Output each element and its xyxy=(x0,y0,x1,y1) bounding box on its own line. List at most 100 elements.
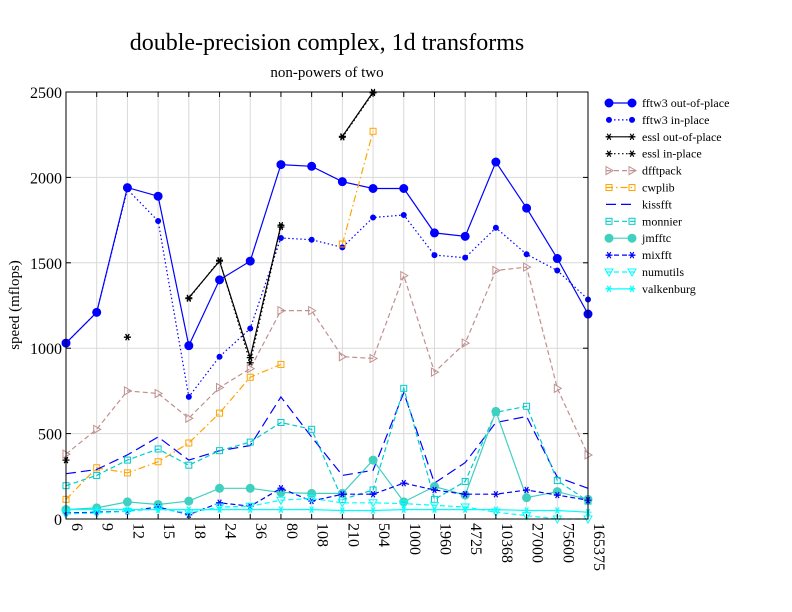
legend-label: essl out-of-place xyxy=(642,130,722,144)
data-point xyxy=(431,252,438,259)
y-tick-label: 0 xyxy=(54,512,62,529)
series-line xyxy=(65,390,589,489)
legend-swatch-marker xyxy=(628,133,636,141)
data-point xyxy=(523,402,531,410)
data-point xyxy=(338,507,346,514)
data-point xyxy=(492,506,500,513)
legend-entry: fftw3 out-of-place xyxy=(604,96,729,110)
data-point xyxy=(308,236,315,243)
data-point xyxy=(553,383,563,394)
data-point xyxy=(185,461,193,469)
data-point xyxy=(553,477,561,485)
legend-label: mixfft xyxy=(642,248,672,262)
data-point xyxy=(429,501,440,511)
data-point xyxy=(491,157,501,167)
legend-label: numutils xyxy=(642,265,684,279)
x-tick-label: 1000 xyxy=(406,523,423,555)
data-point xyxy=(400,270,409,281)
data-point xyxy=(523,486,531,494)
series-dfftpack xyxy=(62,262,594,460)
legend-entry: mixfft xyxy=(605,248,672,262)
data-point xyxy=(553,491,561,499)
legend-swatch-marker xyxy=(605,133,613,141)
data-point xyxy=(216,499,224,507)
legend-swatch-marker xyxy=(604,233,614,243)
data-point xyxy=(337,499,348,508)
series-line xyxy=(188,92,374,366)
legend-entry: valkenburg xyxy=(605,282,696,296)
data-point xyxy=(462,254,469,261)
data-point xyxy=(368,455,378,465)
data-point xyxy=(154,445,162,453)
series-line xyxy=(65,160,589,348)
plot-frame xyxy=(65,91,589,520)
legend-entry: essl in-place xyxy=(605,147,702,161)
legend-swatch-marker xyxy=(627,233,637,243)
x-tick-label: 4725 xyxy=(467,523,484,555)
data-point xyxy=(185,439,193,447)
series-line xyxy=(65,131,374,500)
series-line xyxy=(66,509,589,513)
data-point xyxy=(369,507,377,514)
data-point xyxy=(461,477,469,485)
data-point xyxy=(398,500,409,509)
data-point xyxy=(214,503,225,513)
data-point xyxy=(429,228,439,238)
x-tick-label: 18 xyxy=(191,523,208,539)
x-tick-label: 108 xyxy=(314,523,331,547)
data-point xyxy=(554,267,561,274)
x-tick-label: 75600 xyxy=(559,523,576,563)
data-point xyxy=(523,262,532,272)
x-tick-label: 12 xyxy=(129,523,146,539)
legend: fftw3 out-of-place fftw3 in-place essl out… xyxy=(604,96,729,296)
data-point xyxy=(308,425,316,433)
series-monnier xyxy=(62,384,592,505)
x-tick-label: 27000 xyxy=(529,523,546,563)
data-point xyxy=(123,469,131,477)
data-point xyxy=(245,256,255,266)
data-point xyxy=(277,235,284,242)
data-point xyxy=(184,496,194,506)
data-point xyxy=(276,160,286,170)
data-point xyxy=(246,506,254,513)
data-point xyxy=(216,256,224,264)
series-fftw3-in-place xyxy=(63,186,591,400)
data-point xyxy=(369,353,379,364)
data-point xyxy=(184,341,194,351)
data-point xyxy=(122,507,133,517)
x-tick-label: 9 xyxy=(99,523,116,531)
data-point xyxy=(461,490,469,498)
data-point xyxy=(400,384,408,392)
data-point xyxy=(153,191,163,201)
x-tick-label: 165375 xyxy=(590,523,607,571)
legend-swatch-marker xyxy=(605,217,613,225)
series-line xyxy=(65,386,589,502)
data-point xyxy=(491,406,501,416)
y-axis-label: speed (mflops) xyxy=(7,260,23,350)
legend-swatch-marker xyxy=(628,285,636,293)
legend-label: dfftpack xyxy=(642,164,682,178)
data-point xyxy=(492,265,501,276)
data-point xyxy=(400,211,407,218)
data-point xyxy=(369,490,377,498)
data-point xyxy=(123,506,131,513)
data-point xyxy=(215,483,225,493)
legend-swatch-marker xyxy=(604,98,614,108)
legend-label: fftw3 out-of-place xyxy=(642,96,729,110)
data-point xyxy=(399,184,409,194)
data-point xyxy=(307,161,317,171)
data-point xyxy=(370,214,377,221)
data-point xyxy=(369,127,377,135)
grid xyxy=(65,91,589,520)
legend-label: fftw3 in-place xyxy=(642,113,709,127)
data-point xyxy=(338,490,346,498)
data-point xyxy=(246,373,254,381)
data-point xyxy=(277,305,286,316)
data-point xyxy=(123,333,131,341)
x-tick-label: 210 xyxy=(344,523,361,547)
data-point xyxy=(247,325,254,332)
legend-swatch-marker xyxy=(628,150,636,158)
legend-entry: dfftpack xyxy=(605,164,682,178)
data-point xyxy=(308,305,317,316)
legend-entry: cwplib xyxy=(605,181,675,195)
